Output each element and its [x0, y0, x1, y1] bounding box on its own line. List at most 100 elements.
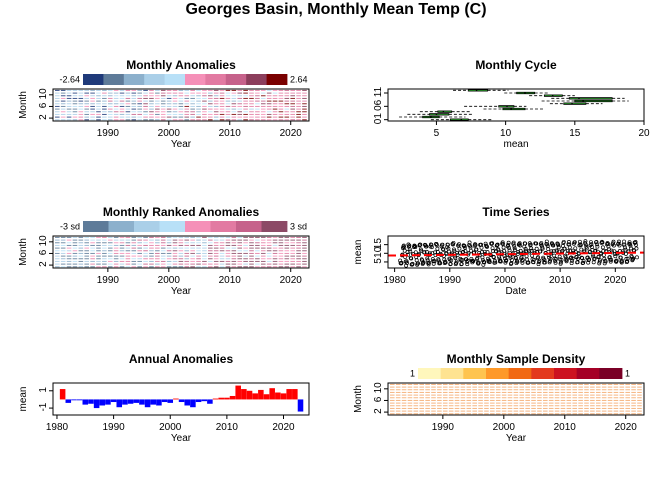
monthly-anomalies-cell	[231, 108, 237, 110]
monthly-sample-density-cell	[437, 389, 442, 391]
monthly-sample-density-cell	[395, 402, 401, 404]
monthly-ranked-anomalies-cell	[137, 244, 142, 246]
monthly-sample-density-cell	[460, 410, 466, 412]
monthly-ranked-anomalies-cell	[119, 236, 125, 238]
monthly-ranked-anomalies-cell	[302, 242, 307, 244]
monthly-ranked-anomalies-cell	[302, 239, 307, 241]
monthly-anomalies-cell	[72, 103, 78, 105]
time-series-point	[418, 242, 423, 247]
monthly-sample-density-cell	[437, 407, 442, 409]
monthly-sample-density-cell	[560, 405, 566, 407]
monthly-anomalies-cell	[208, 92, 213, 94]
monthly-anomalies-cell	[66, 116, 72, 118]
monthly-sample-density-cell	[584, 410, 589, 412]
time-series-point	[498, 259, 503, 264]
monthly-ranked-anomalies-cell	[255, 250, 260, 252]
monthly-sample-density-cell	[442, 397, 448, 399]
time-series-point	[625, 256, 630, 261]
monthly-anomalies-cell	[208, 103, 213, 105]
monthly-sample-density-cell	[637, 389, 642, 391]
monthly-anomalies-cell	[290, 97, 295, 99]
time-series-point	[520, 258, 524, 263]
monthly-sample-density-cell	[625, 405, 630, 407]
monthly-ranked-anomalies-cell	[196, 242, 201, 244]
monthly-anomalies-cell	[190, 95, 195, 97]
monthly-sample-density-cell	[495, 383, 501, 385]
monthly-ranked-anomalies-cell	[172, 250, 178, 252]
monthly-ranked-anomalies-cell	[66, 250, 72, 252]
monthly-cycle-ytick-label-1: 06	[373, 99, 384, 111]
monthly-anomalies-cell	[272, 108, 278, 110]
monthly-anomalies-cell	[237, 92, 243, 94]
monthly-anomalies-cell	[107, 111, 113, 113]
time-series-point	[598, 258, 603, 263]
monthly-ranked-anomalies-cell	[160, 266, 166, 268]
annual-anomalies-bar-1990	[110, 399, 117, 403]
monthly-anomalies-cell	[143, 89, 148, 91]
monthly-anomalies-cell	[260, 105, 266, 107]
monthly-ranked-anomalies-title: Monthly Ranked Anomalies	[103, 205, 260, 219]
monthly-sample-density-cell	[419, 397, 425, 399]
monthly-anomalies-cell	[302, 97, 307, 99]
monthly-anomalies-cell	[166, 89, 172, 91]
monthly-sample-density-cell	[437, 402, 442, 404]
monthly-ranked-anomalies-cell	[125, 250, 131, 252]
time-series-point	[536, 262, 541, 267]
monthly-sample-density-cell	[607, 410, 613, 412]
monthly-anomalies-cell	[84, 105, 90, 107]
time-series-point	[399, 261, 404, 266]
monthly-ranked-anomalies-legend-swatch-6	[236, 221, 262, 232]
monthly-cycle-box-month-8	[541, 99, 629, 103]
monthly-sample-density-cell	[601, 399, 607, 401]
time-series-point	[435, 246, 440, 251]
monthly-anomalies-cell	[96, 95, 101, 97]
monthly-sample-density-cell	[460, 405, 466, 407]
monthly-ranked-anomalies-cell	[266, 247, 272, 249]
monthly-anomalies-cell	[260, 95, 266, 97]
monthly-anomalies-cell	[137, 108, 142, 110]
monthly-anomalies-legend-swatch-4	[164, 74, 186, 85]
monthly-sample-density-cell	[519, 391, 525, 393]
monthly-ranked-anomalies-cell	[190, 263, 195, 265]
monthly-sample-density-cell	[607, 391, 613, 393]
monthly-sample-density-cell	[531, 413, 536, 415]
monthly-sample-density-cell	[431, 413, 436, 415]
monthly-anomalies-cell	[237, 111, 243, 113]
monthly-anomalies-cell	[60, 97, 66, 99]
monthly-sample-density-cell	[454, 413, 460, 415]
monthly-ranked-anomalies-cell	[113, 252, 119, 254]
monthly-anomalies-ytick-label-1: 6	[38, 102, 49, 108]
monthly-sample-density-cell	[448, 413, 454, 415]
monthly-sample-density-cell	[431, 383, 436, 385]
monthly-sample-density-cell	[543, 397, 548, 399]
monthly-sample-density-cell	[554, 405, 560, 407]
monthly-anomalies-cell	[284, 105, 290, 107]
monthly-anomalies-cell	[255, 89, 260, 91]
time-series-point	[554, 256, 558, 261]
monthly-ranked-anomalies-cell	[143, 250, 148, 252]
monthly-anomalies-cell	[102, 111, 107, 113]
monthly-ranked-anomalies-cell	[266, 260, 272, 262]
monthly-sample-density-cell	[407, 386, 413, 388]
monthly-ranked-anomalies-cell	[208, 247, 213, 249]
monthly-anomalies-cell	[113, 116, 119, 118]
monthly-sample-density-cell	[584, 402, 589, 404]
monthly-sample-density-cell	[484, 383, 489, 385]
monthly-anomalies-cell	[125, 105, 131, 107]
time-series-point	[401, 243, 406, 248]
monthly-sample-density-cell	[543, 391, 548, 393]
time-series-point	[596, 254, 601, 259]
annual-anomalies-bar-1997	[150, 399, 157, 405]
monthly-sample-density-cell	[390, 410, 395, 412]
monthly-sample-density-cell	[507, 389, 513, 391]
monthly-anomalies-cell	[302, 103, 307, 105]
monthly-sample-density-cell	[560, 391, 566, 393]
monthly-sample-density-cell	[566, 405, 572, 407]
monthly-anomalies-cell	[137, 105, 142, 107]
monthly-ranked-anomalies-cell	[243, 263, 248, 265]
monthly-ranked-anomalies-cell	[237, 252, 243, 254]
monthly-anomalies-legend-max-label: 2.64	[290, 75, 308, 85]
monthly-anomalies-ytick-label-0: 2	[38, 114, 49, 120]
monthly-ranked-anomalies-cell	[237, 263, 243, 265]
